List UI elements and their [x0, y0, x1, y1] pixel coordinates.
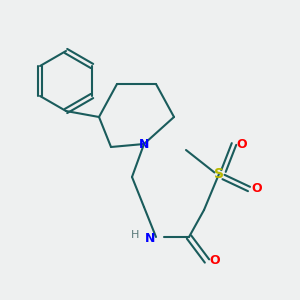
Text: O: O	[251, 182, 262, 196]
Text: N: N	[139, 137, 149, 151]
Text: N: N	[145, 232, 155, 245]
Text: S: S	[214, 167, 224, 181]
Text: O: O	[209, 254, 220, 268]
Text: H: H	[131, 230, 139, 241]
Text: O: O	[236, 137, 247, 151]
